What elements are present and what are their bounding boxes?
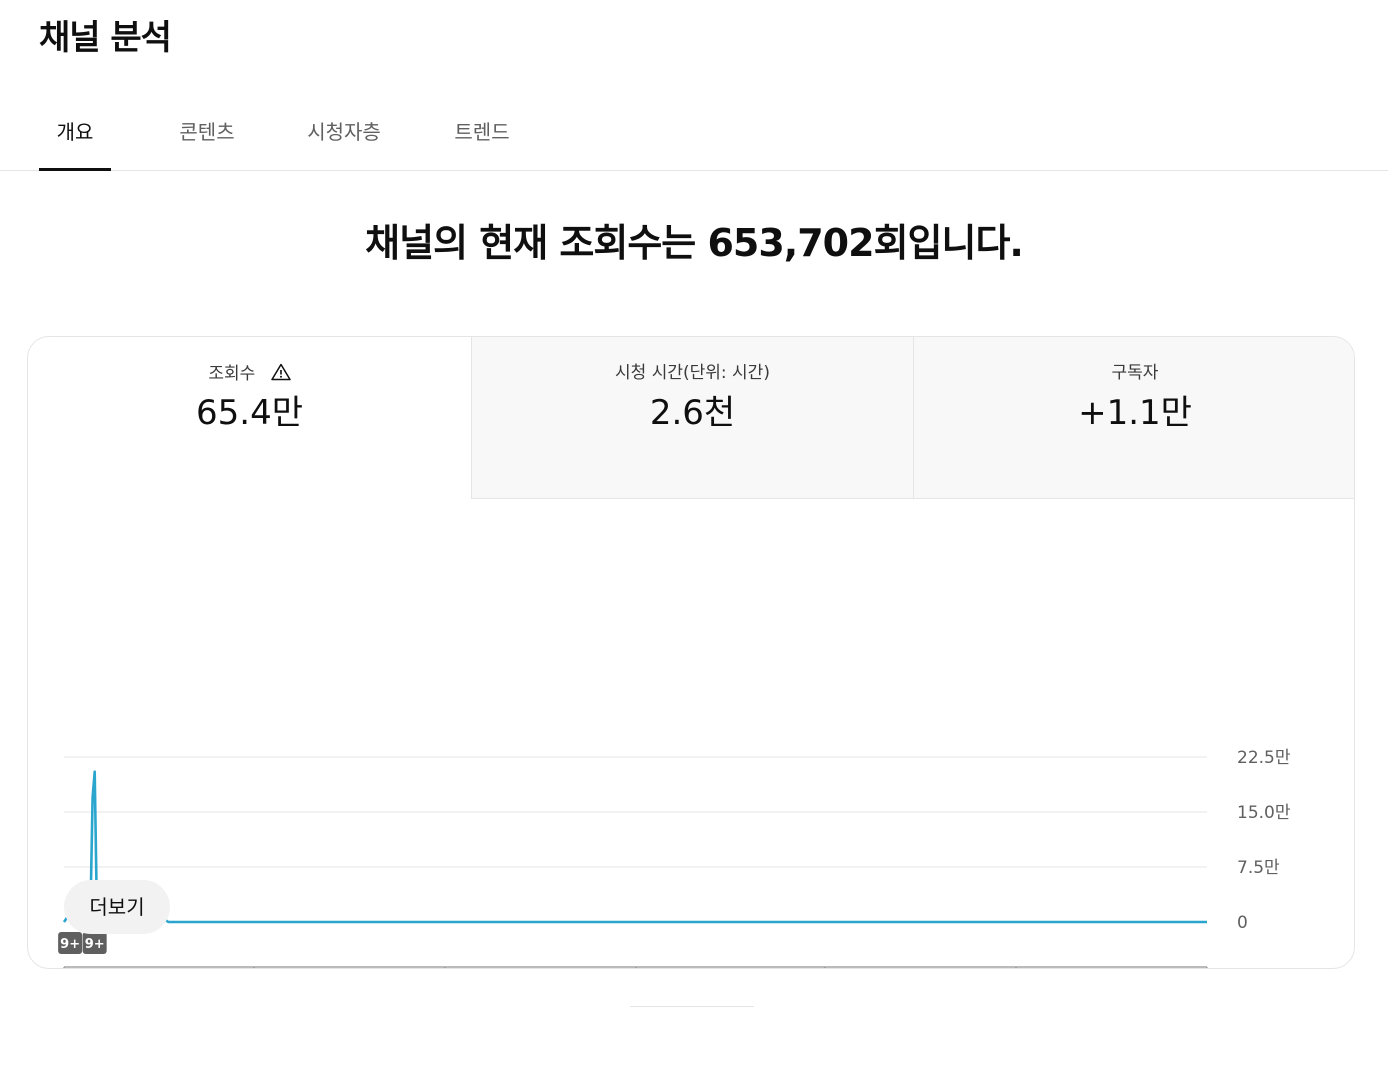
annotation-badge-label: 9+: [85, 937, 105, 952]
more-button[interactable]: 더보기: [64, 880, 170, 934]
y-tick-label: 22.5만: [1237, 748, 1291, 768]
metric-views-label-row: 조회수: [28, 363, 471, 386]
y-tick-label: 0: [1237, 913, 1248, 933]
chart-x-axis: 2024. 2. 3. 2024. 5. 7. 2024. 8. 9. 2024. 1…: [63, 966, 1208, 968]
metric-subscribers-label: 구독자: [1111, 363, 1159, 383]
tab-bar: 개요 콘텐츠 시청자층 트렌드: [0, 100, 1388, 171]
annotation-badge[interactable]: 9+: [82, 932, 107, 954]
chart-annotations: 9+ 9+: [58, 932, 107, 954]
annotation-badge[interactable]: 9+: [58, 932, 83, 954]
chart-y-ticks: 0 7.5만 15.0만 22.5만: [1237, 748, 1291, 933]
page-title: 채널 분석: [39, 18, 172, 58]
metric-views-label: 조회수: [208, 364, 256, 384]
metric-watch-time-label: 시청 시간(단위: 시간): [615, 363, 770, 383]
metric-subscribers[interactable]: 구독자 +1.1만: [913, 337, 1354, 499]
tab-content[interactable]: 콘텐츠: [179, 120, 235, 144]
metric-watch-time-value: 2.6천: [649, 393, 736, 433]
tab-trends[interactable]: 트렌드: [454, 120, 510, 144]
metric-views-value: 65.4만: [196, 393, 303, 433]
analytics-card: 조회수 65.4만 시청 시간(단위: 시간) 2.6천 구독자 +1.1만: [27, 336, 1355, 969]
metric-watch-time[interactable]: 시청 시간(단위: 시간) 2.6천: [471, 337, 913, 499]
tab-audience[interactable]: 시청자층: [307, 120, 381, 144]
y-tick-label: 7.5만: [1237, 858, 1280, 878]
views-headline: 채널의 현재 조회수는 653,702회입니다.: [365, 221, 1024, 265]
metric-subscribers-value: +1.1만: [1078, 393, 1192, 433]
tab-overview[interactable]: 개요: [39, 100, 111, 171]
views-line-chart[interactable]: 0 7.5만 15.0만 22.5만 2024. 2. 3. 2024. 5. 7. 20…: [28, 499, 1354, 969]
views-series-line[interactable]: [62, 770, 1207, 924]
y-tick-label: 15.0만: [1237, 803, 1291, 823]
annotation-badge-label: 9+: [60, 937, 80, 952]
bottom-divider: [630, 1006, 754, 1007]
chart-series: [62, 770, 1207, 924]
chart-gridlines: [64, 756, 1207, 868]
metric-views[interactable]: 조회수 65.4만: [28, 337, 471, 499]
warning-triangle-icon[interactable]: [270, 363, 291, 386]
